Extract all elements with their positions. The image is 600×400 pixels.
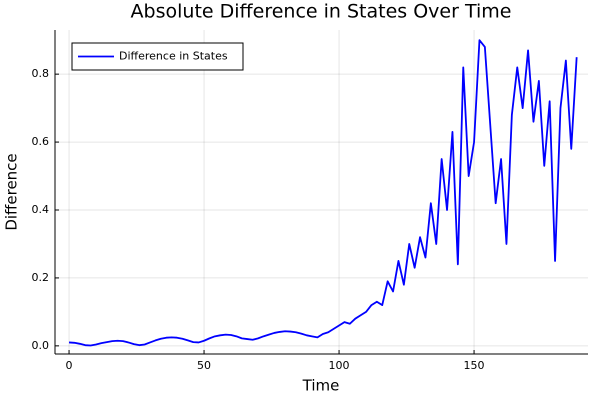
y-tick-label: 0.8 bbox=[32, 67, 50, 80]
x-tick-label: 50 bbox=[197, 359, 211, 372]
chart-title: Absolute Difference in States Over Time bbox=[131, 1, 512, 23]
y-tick-label: 0.6 bbox=[32, 135, 50, 148]
y-tick-label: 0.2 bbox=[32, 271, 50, 284]
x-tick-label: 0 bbox=[66, 359, 73, 372]
y-axis-label: Difference bbox=[3, 153, 21, 230]
y-tick-label: 0.0 bbox=[32, 339, 50, 352]
line bbox=[68, 39, 578, 347]
x-axis-label: Time bbox=[302, 377, 340, 395]
x-tick-label: 150 bbox=[464, 359, 485, 372]
legend-label: Difference in States bbox=[119, 50, 228, 63]
x-tick-label: 100 bbox=[329, 359, 350, 372]
y-tick-label: 0.4 bbox=[32, 203, 50, 216]
